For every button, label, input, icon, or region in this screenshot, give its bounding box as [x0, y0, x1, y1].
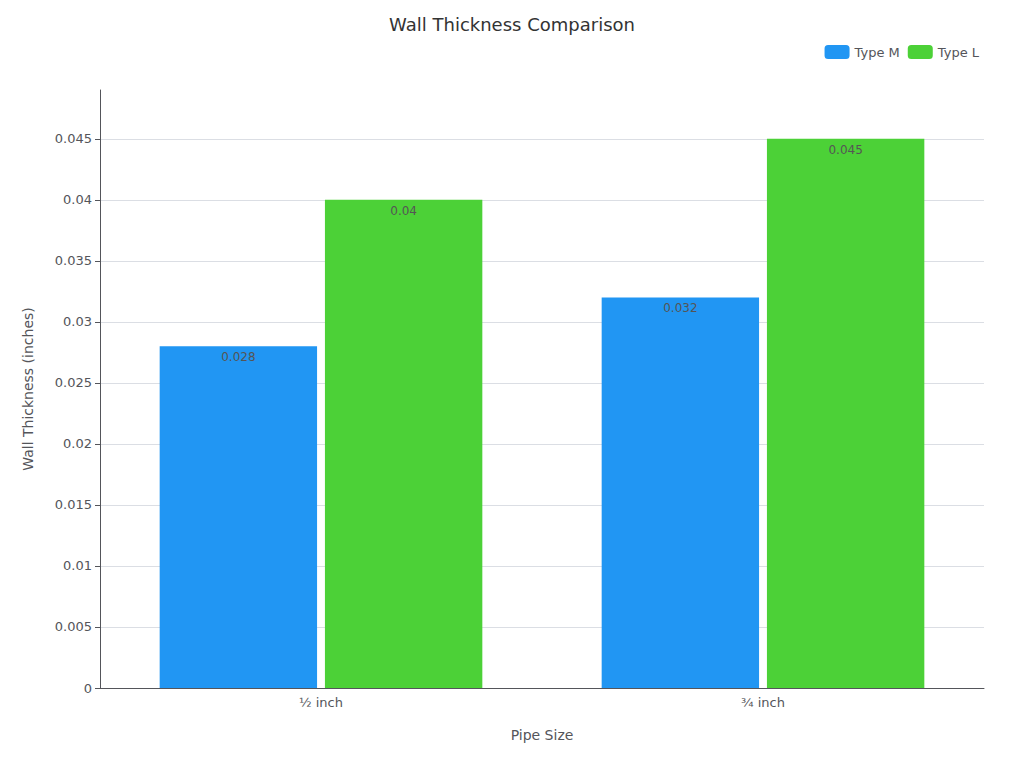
svg-text:0.01: 0.01 — [63, 558, 92, 573]
svg-text:¾ inch: ¾ inch — [741, 695, 785, 710]
svg-text:0.005: 0.005 — [55, 619, 92, 634]
svg-text:Type M: Type M — [854, 45, 900, 60]
svg-text:0.04: 0.04 — [390, 204, 417, 218]
svg-text:0.015: 0.015 — [55, 497, 92, 512]
svg-text:0.02: 0.02 — [63, 436, 92, 451]
svg-text:0.035: 0.035 — [55, 253, 92, 268]
svg-text:0.03: 0.03 — [63, 314, 92, 329]
svg-text:½ inch: ½ inch — [299, 695, 343, 710]
svg-text:0.045: 0.045 — [828, 143, 862, 157]
svg-text:0.025: 0.025 — [55, 375, 92, 390]
svg-text:0.032: 0.032 — [663, 301, 697, 315]
svg-text:0.028: 0.028 — [221, 350, 255, 364]
svg-text:0.045: 0.045 — [55, 131, 92, 146]
svg-text:Wall Thickness (inches): Wall Thickness (inches) — [20, 307, 36, 471]
svg-text:Pipe Size: Pipe Size — [511, 727, 574, 743]
svg-text:Type L: Type L — [937, 45, 980, 60]
svg-text:Wall Thickness Comparison: Wall Thickness Comparison — [389, 14, 635, 35]
svg-text:0: 0 — [84, 681, 92, 696]
svg-text:0.04: 0.04 — [63, 192, 92, 207]
